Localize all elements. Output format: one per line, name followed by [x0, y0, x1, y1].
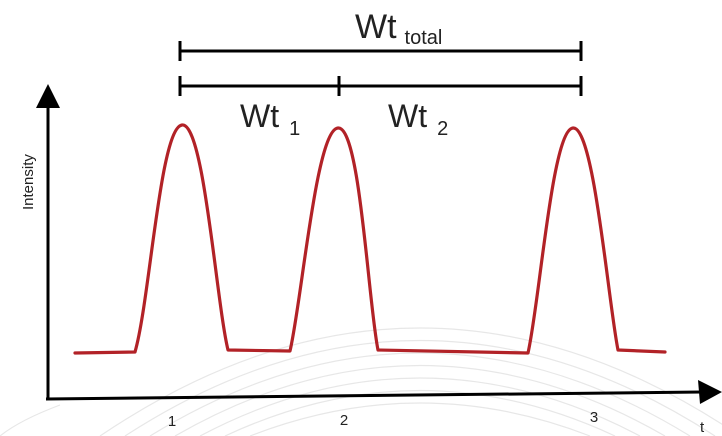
y-axis-label: Intensity: [20, 154, 37, 210]
background-arcs: [0, 327, 722, 436]
x-axis-label: t: [700, 419, 705, 436]
interval-1-bracket: [178, 76, 341, 96]
y-axis-arrow-icon: [36, 84, 60, 108]
wt-total-label: Wt total: [355, 8, 442, 49]
interval-2-bracket: [339, 76, 583, 96]
peak-label-1: 1: [168, 413, 176, 430]
peak-label-3: 3: [590, 409, 598, 426]
wt-2-label: Wt 2: [388, 98, 448, 140]
intensity-trace: [73, 123, 667, 355]
wt-1-label: Wt 1: [240, 98, 300, 140]
x-axis: [45, 390, 703, 401]
x-axis-arrow-icon: [698, 380, 722, 404]
interval-total-bracket: [178, 41, 583, 61]
peak-label-2: 2: [340, 412, 348, 429]
